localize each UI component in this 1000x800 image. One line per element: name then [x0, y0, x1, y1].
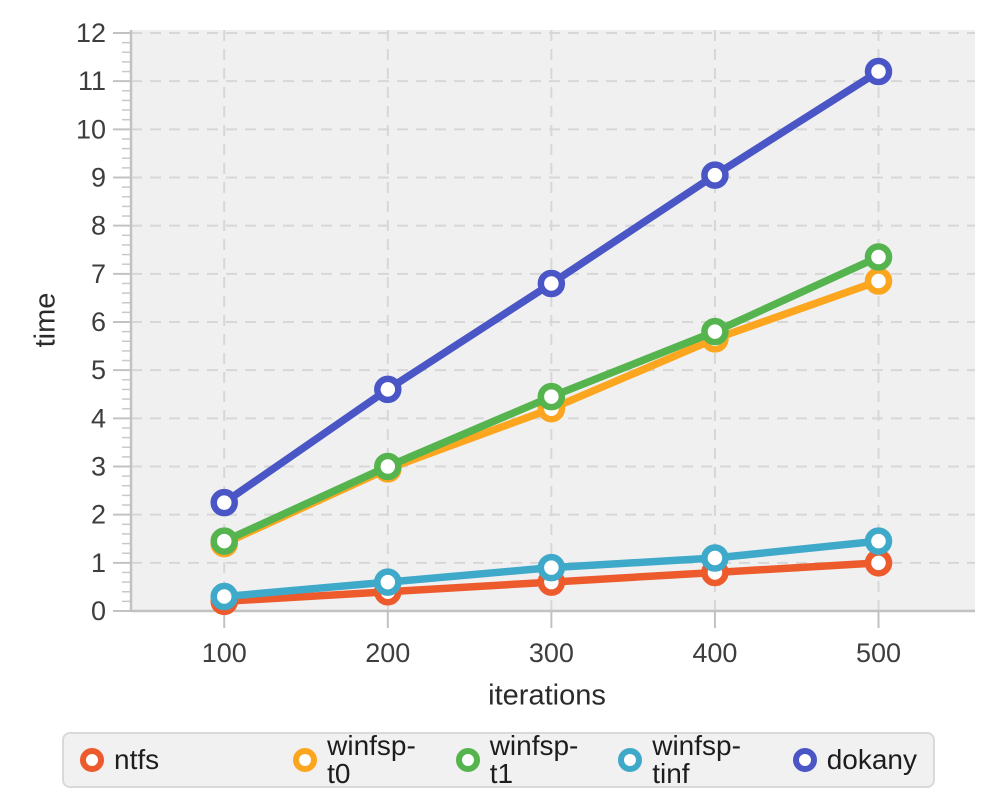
y-tick-label: 12 — [76, 18, 106, 48]
legend-item-ntfs[interactable]: ntfs — [80, 746, 159, 774]
y-tick-label: 2 — [91, 500, 106, 530]
y-axis-title: time — [29, 292, 62, 348]
legend-marker-winfsp-t0 — [293, 748, 318, 772]
data-point-winfsp-tinf-500 — [864, 527, 893, 555]
data-point-winfsp-t1-400 — [701, 317, 729, 346]
data-point-winfsp-t0-500 — [864, 267, 893, 295]
data-point-winfsp-t1-100 — [210, 527, 238, 555]
data-point-dokany-300 — [537, 269, 566, 298]
legend-label-dokany: dokany — [826, 744, 918, 775]
data-point-winfsp-tinf-300 — [537, 553, 566, 582]
y-tick-label: 1 — [91, 548, 106, 578]
legend-marker-ntfs — [80, 748, 104, 772]
y-tick-label: 7 — [91, 259, 106, 289]
legend-item-winfsp-tinf[interactable]: winfsp-tinf — [618, 732, 754, 788]
y-tick-label: 0 — [91, 596, 106, 626]
y-tick-label: 4 — [91, 403, 106, 433]
legend-marker-winfsp-tinf — [618, 748, 643, 772]
legend-item-dokany[interactable]: dokany — [792, 744, 918, 775]
legend-label-winfsp-t1: winfsp-t1 — [489, 730, 579, 789]
x-tick-label: 400 — [692, 638, 737, 668]
legend-marker-winfsp-t1 — [455, 748, 480, 772]
data-point-dokany-200 — [374, 375, 402, 404]
data-point-winfsp-tinf-400 — [701, 544, 729, 572]
x-tick-label: 300 — [529, 638, 574, 668]
x-tick-label: 100 — [202, 638, 247, 668]
data-point-winfsp-tinf-200 — [374, 568, 402, 596]
y-tick-label: 3 — [91, 452, 106, 482]
data-point-dokany-500 — [864, 57, 893, 86]
data-point-winfsp-t1-500 — [864, 243, 893, 271]
legend: ntfs winfsp-t0 winfsp-t1 winfsp-tinf dokany — [62, 732, 935, 788]
data-point-winfsp-tinf-100 — [210, 582, 238, 611]
legend-marker-dokany — [792, 748, 817, 772]
y-tick-label: 11 — [78, 66, 106, 96]
data-point-dokany-400 — [701, 161, 729, 189]
x-axis-title: iterations — [488, 679, 606, 712]
x-tick-label: 500 — [856, 638, 901, 668]
data-point-winfsp-t1-300 — [537, 382, 566, 411]
y-tick-label: 8 — [91, 211, 106, 241]
y-tick-label: 10 — [76, 114, 106, 144]
legend-label-ntfs: ntfs — [114, 744, 160, 775]
y-tick-label: 6 — [91, 307, 106, 337]
x-tick-label: 200 — [365, 638, 410, 668]
legend-label-winfsp-tinf: winfsp-tinf — [652, 730, 741, 789]
legend-item-winfsp-t1[interactable]: winfsp-t1 — [455, 730, 581, 789]
legend-item-winfsp-t0[interactable]: winfsp-t0 — [293, 732, 418, 788]
y-tick-label: 9 — [91, 163, 106, 193]
data-point-ntfs-500 — [864, 549, 893, 577]
data-point-winfsp-t1-200 — [374, 452, 402, 481]
y-tick-label: 5 — [91, 355, 106, 385]
legend-label-winfsp-t0: winfsp-t0 — [327, 730, 416, 789]
data-point-dokany-100 — [210, 488, 238, 517]
